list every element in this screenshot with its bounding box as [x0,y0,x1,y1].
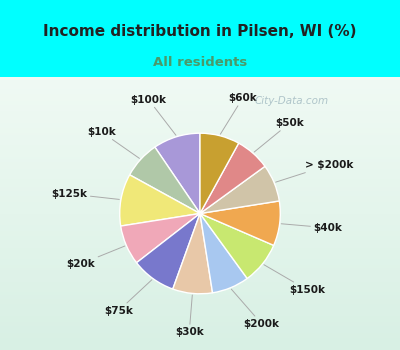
Wedge shape [200,214,274,279]
Wedge shape [200,201,280,245]
Text: City-Data.com: City-Data.com [255,97,329,106]
Text: $60k: $60k [220,93,257,134]
Wedge shape [200,133,239,214]
Wedge shape [200,143,265,214]
Text: Income distribution in Pilsen, WI (%): Income distribution in Pilsen, WI (%) [43,24,357,39]
Text: $100k: $100k [130,94,176,135]
Text: $40k: $40k [281,223,342,233]
Text: $10k: $10k [87,127,140,159]
Text: All residents: All residents [153,56,247,70]
Text: $30k: $30k [175,295,204,337]
Text: > $200k: > $200k [276,160,354,182]
Text: $125k: $125k [52,189,119,199]
Text: $20k: $20k [67,246,125,269]
Wedge shape [155,133,200,214]
Wedge shape [173,214,212,294]
Text: $75k: $75k [104,280,152,316]
Text: $150k: $150k [264,265,325,295]
Wedge shape [121,214,200,263]
Wedge shape [200,166,279,214]
Text: $50k: $50k [254,118,304,152]
Wedge shape [130,147,200,214]
Wedge shape [120,175,200,226]
Text: $200k: $200k [231,289,280,329]
Wedge shape [200,214,247,293]
Wedge shape [136,214,200,289]
